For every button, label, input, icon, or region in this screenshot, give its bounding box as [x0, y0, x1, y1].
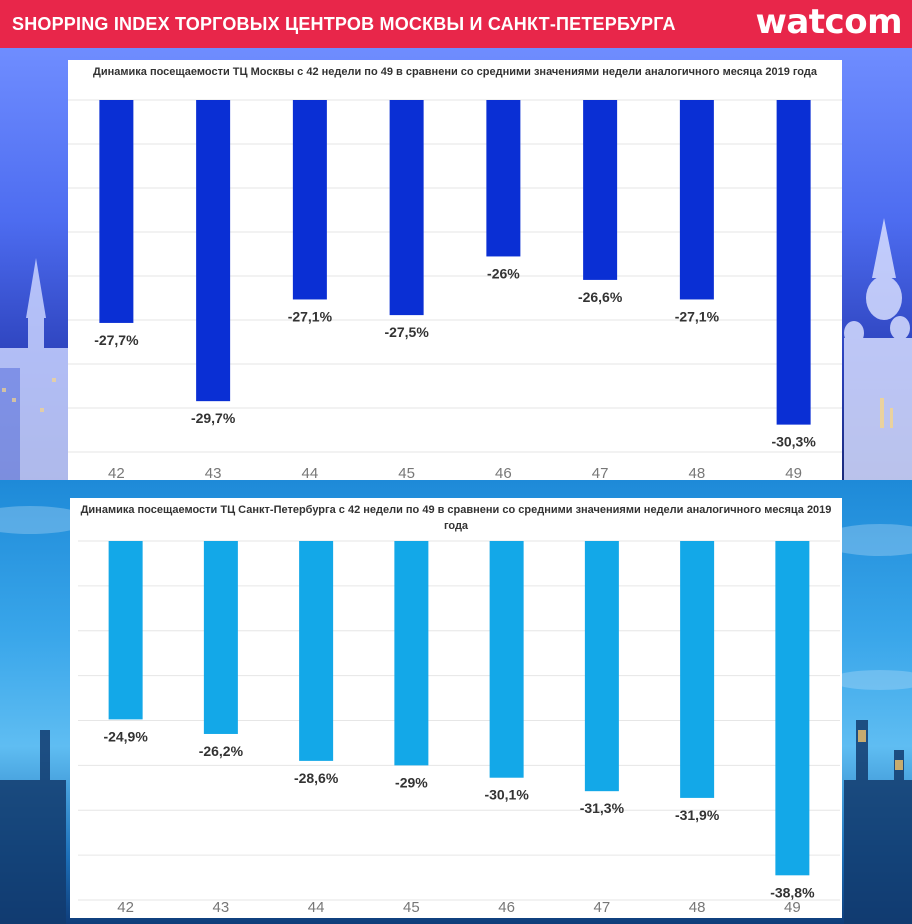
- bar-week-49: [775, 541, 810, 876]
- x-tick-label-49: 49: [784, 899, 801, 916]
- bar-week-47: [584, 541, 619, 792]
- bar-week-44: [292, 100, 327, 300]
- data-label-week-44: -27,1%: [288, 308, 333, 324]
- page-title: SHOPPING INDEX ТОРГОВЫХ ЦЕНТРОВ МОСКВЫ И…: [12, 14, 676, 34]
- x-tick-label-46: 46: [498, 899, 515, 916]
- moscow-skyline-illustration: [0, 218, 912, 480]
- data-label-week-47: -31,3%: [580, 800, 625, 816]
- bar-week-48: [680, 541, 715, 798]
- x-tick-label-42: 42: [108, 465, 125, 480]
- data-label-week-44: -28,6%: [294, 770, 339, 786]
- data-label-week-45: -27,5%: [384, 324, 429, 340]
- bar-week-43: [196, 100, 231, 402]
- x-tick-label-44: 44: [302, 465, 319, 480]
- chart-spb: -24,9% 42 -26,2% 43 -28,6% 44 -29% 45 -30,1% 46 -3…: [78, 540, 840, 916]
- bar-week-47: [583, 100, 618, 280]
- data-label-week-48: -27,1%: [675, 308, 720, 324]
- bar-week-49: [776, 100, 811, 425]
- data-label-week-49: -38,8%: [770, 884, 815, 900]
- data-label-week-48: -31,9%: [675, 807, 720, 823]
- chart-moscow: -27,7% 42 -29,7% 43 -27,1% 44 -27,5% 45 -26% 46 -2…: [68, 99, 842, 480]
- data-label-week-42: -24,9%: [103, 728, 148, 744]
- chart-panel-moscow: Динамика посещаемости ТЦ Москвы с 42 нед…: [68, 60, 842, 480]
- bar-week-43: [203, 541, 238, 734]
- chart-title-spb: Динамика посещаемости ТЦ Санкт-Петербург…: [80, 504, 832, 532]
- bar-week-46: [486, 100, 521, 257]
- bar-week-48: [679, 100, 714, 300]
- x-tick-label-45: 45: [403, 899, 420, 916]
- x-tick-label-45: 45: [398, 465, 415, 480]
- chart-title-moscow: Динамика посещаемости ТЦ Москвы с 42 нед…: [93, 66, 817, 78]
- x-tick-label-47: 47: [592, 465, 609, 480]
- x-tick-label-43: 43: [205, 465, 222, 480]
- data-label-week-49: -30,3%: [771, 434, 816, 450]
- x-tick-label-46: 46: [495, 465, 512, 480]
- header-bar: SHOPPING INDEX ТОРГОВЫХ ЦЕНТРОВ МОСКВЫ И…: [0, 0, 912, 48]
- bar-week-46: [489, 541, 524, 778]
- x-tick-label-48: 48: [689, 899, 706, 916]
- x-tick-label-47: 47: [594, 899, 611, 916]
- bar-week-44: [299, 541, 334, 761]
- x-tick-label-49: 49: [785, 465, 802, 480]
- bar-week-42: [108, 541, 143, 720]
- x-tick-label-42: 42: [117, 899, 134, 916]
- bar-week-45: [394, 541, 429, 766]
- data-label-week-45: -29%: [395, 774, 428, 790]
- chart-panel-spb: Динамика посещаемости ТЦ Санкт-Петербург…: [70, 498, 842, 918]
- data-label-week-46: -26%: [487, 265, 520, 281]
- x-tick-label-48: 48: [689, 465, 706, 480]
- data-label-week-43: -29,7%: [191, 410, 236, 426]
- data-label-week-46: -30,1%: [484, 787, 529, 803]
- x-tick-label-43: 43: [213, 899, 230, 916]
- watcom-logo: watcom: [755, 2, 902, 42]
- data-label-week-42: -27,7%: [94, 332, 139, 348]
- data-label-week-43: -26,2%: [199, 743, 244, 759]
- data-label-week-47: -26,6%: [578, 289, 623, 305]
- spb-skyline-illustration: [0, 506, 912, 924]
- bar-week-42: [99, 100, 134, 323]
- x-tick-label-44: 44: [308, 899, 325, 916]
- bar-week-45: [389, 100, 424, 316]
